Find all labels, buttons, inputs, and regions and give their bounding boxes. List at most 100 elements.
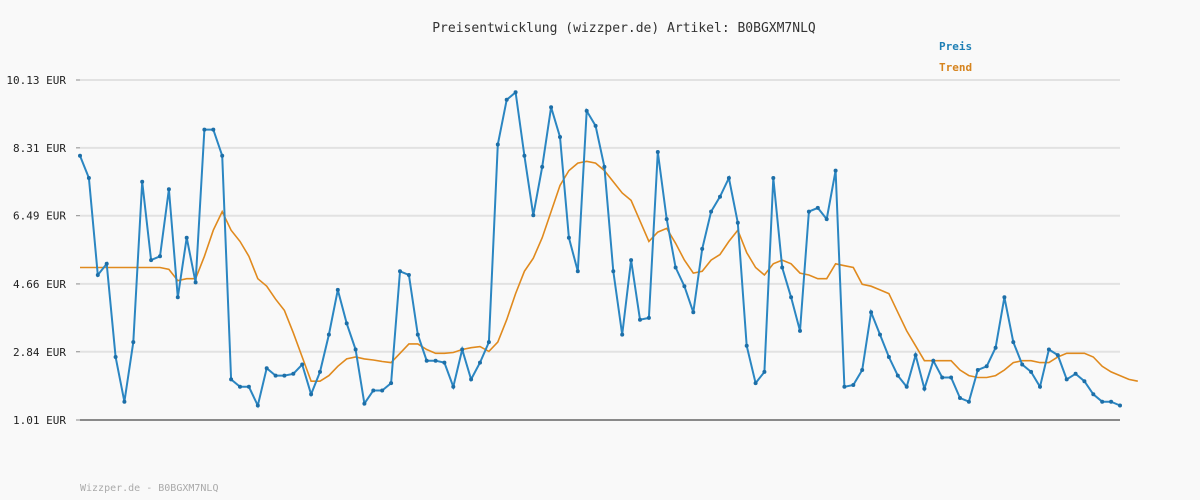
series-trend-line xyxy=(80,160,1138,383)
preis-data-point xyxy=(478,360,482,365)
preis-data-point xyxy=(318,369,322,374)
preis-data-point xyxy=(424,358,429,363)
chart-title: Preisentwicklung (wizzper.de) Artikel: B… xyxy=(432,21,816,36)
preis-data-point xyxy=(646,315,651,320)
preis-data-point xyxy=(584,108,589,113)
preis-data-point xyxy=(735,220,740,225)
preis-data-point xyxy=(593,123,598,128)
preis-data-point xyxy=(780,265,785,270)
preis-data-point xyxy=(326,332,331,337)
preis-data-point xyxy=(958,396,962,400)
preis-data-point xyxy=(504,97,509,102)
preis-data-point xyxy=(1029,369,1034,374)
preis-data-point xyxy=(629,258,634,263)
preis-data-point xyxy=(709,209,714,214)
preis-data-point xyxy=(451,384,456,389)
preis-data-point xyxy=(922,386,927,391)
preis-data-point xyxy=(558,135,562,139)
preis-data-point xyxy=(291,371,296,376)
preis-data-point xyxy=(1100,399,1105,404)
preis-data-point xyxy=(513,90,518,95)
preis-data-point xyxy=(273,373,278,378)
preis-data-point xyxy=(620,332,625,337)
preis-data-point xyxy=(789,295,794,300)
grid-lines xyxy=(80,79,1120,353)
preis-data-point xyxy=(246,384,251,389)
preis-data-point xyxy=(1038,384,1042,389)
preis-data-point xyxy=(949,375,954,380)
preis-data-point xyxy=(655,150,660,154)
y-tick-label: 8.31 EUR xyxy=(13,142,66,155)
preis-data-point xyxy=(886,355,891,359)
preis-data-point xyxy=(193,280,198,285)
preis-data-point xyxy=(878,332,882,337)
preis-data-point xyxy=(549,105,554,110)
preis-data-point xyxy=(993,345,998,350)
preis-data-point xyxy=(913,353,918,358)
y-tick-label: 10.13 EUR xyxy=(6,74,66,87)
preis-data-point xyxy=(415,332,420,337)
preis-data-point xyxy=(575,269,580,274)
preis-data-point xyxy=(762,369,767,374)
preis-data-point xyxy=(158,254,162,259)
series-preis-line xyxy=(79,90,1121,409)
preis-data-point xyxy=(798,328,802,333)
preis-data-point xyxy=(300,362,305,367)
preis-data-point xyxy=(851,383,856,387)
preis-data-point xyxy=(1002,295,1007,300)
y-tick-label: 4.66 EUR xyxy=(13,278,66,291)
preis-data-point xyxy=(1073,371,1078,376)
preis-data-point xyxy=(833,168,838,173)
preis-data-point xyxy=(522,153,527,158)
preis-data-point xyxy=(104,261,109,266)
preis-data-point xyxy=(362,401,367,406)
preis-data-point xyxy=(149,258,154,263)
preis-data-point xyxy=(389,381,394,386)
preis-data-point xyxy=(1046,347,1051,352)
preis-data-point xyxy=(442,360,447,365)
preis-data-point xyxy=(726,176,731,180)
preis-data-point xyxy=(229,377,234,382)
y-tick-label: 1.01 EUR xyxy=(13,414,66,427)
preis-data-point xyxy=(744,343,749,348)
preis-data-point xyxy=(824,217,829,222)
preis-data-point xyxy=(371,388,376,393)
preis-data-point xyxy=(1091,392,1096,397)
preis-data-point xyxy=(931,358,936,363)
preis-data-point xyxy=(122,399,127,404)
preis-data-point xyxy=(140,179,145,184)
preis-data-point xyxy=(86,176,91,180)
preis-data-point xyxy=(398,269,402,274)
y-tick-label: 2.84 EUR xyxy=(13,346,66,359)
preis-data-point xyxy=(202,127,207,132)
footer-text: Wizzper.de - B0BGXM7NLQ xyxy=(80,483,218,494)
preis-data-point xyxy=(1118,403,1122,408)
preis-data-point xyxy=(380,388,385,393)
preis-data-point xyxy=(753,381,758,386)
preis-data-point xyxy=(460,347,465,352)
preis-data-point xyxy=(433,358,438,363)
preis-data-point xyxy=(771,176,776,180)
preis-data-point xyxy=(1064,377,1069,382)
preis-data-point xyxy=(495,142,500,147)
preis-data-point xyxy=(602,164,607,169)
legend-trend: Trend xyxy=(939,61,972,74)
preis-data-point xyxy=(1011,340,1016,345)
preis-data-point xyxy=(469,377,474,382)
preis-data-point xyxy=(353,347,358,352)
preis-data-point xyxy=(95,273,100,277)
preis-data-point xyxy=(335,287,340,292)
preis-data-point xyxy=(842,384,847,389)
y-axis-ticks: 10.13 EUR 8.31 EUR 6.49 EUR 4.66 EUR 2.84 EU… xyxy=(6,74,80,427)
preis-data-point xyxy=(806,209,811,214)
preis-data-point xyxy=(220,153,225,158)
preis-data-point xyxy=(540,164,545,169)
preis-data-point xyxy=(1020,362,1025,367)
preis-data-point xyxy=(682,284,687,289)
preis-data-point xyxy=(211,127,216,132)
preis-data-point xyxy=(344,321,349,326)
y-tick-label: 6.49 EUR xyxy=(13,210,66,223)
preis-data-point xyxy=(78,153,82,158)
preis-data-point xyxy=(691,310,696,315)
preis-data-point xyxy=(486,340,491,345)
